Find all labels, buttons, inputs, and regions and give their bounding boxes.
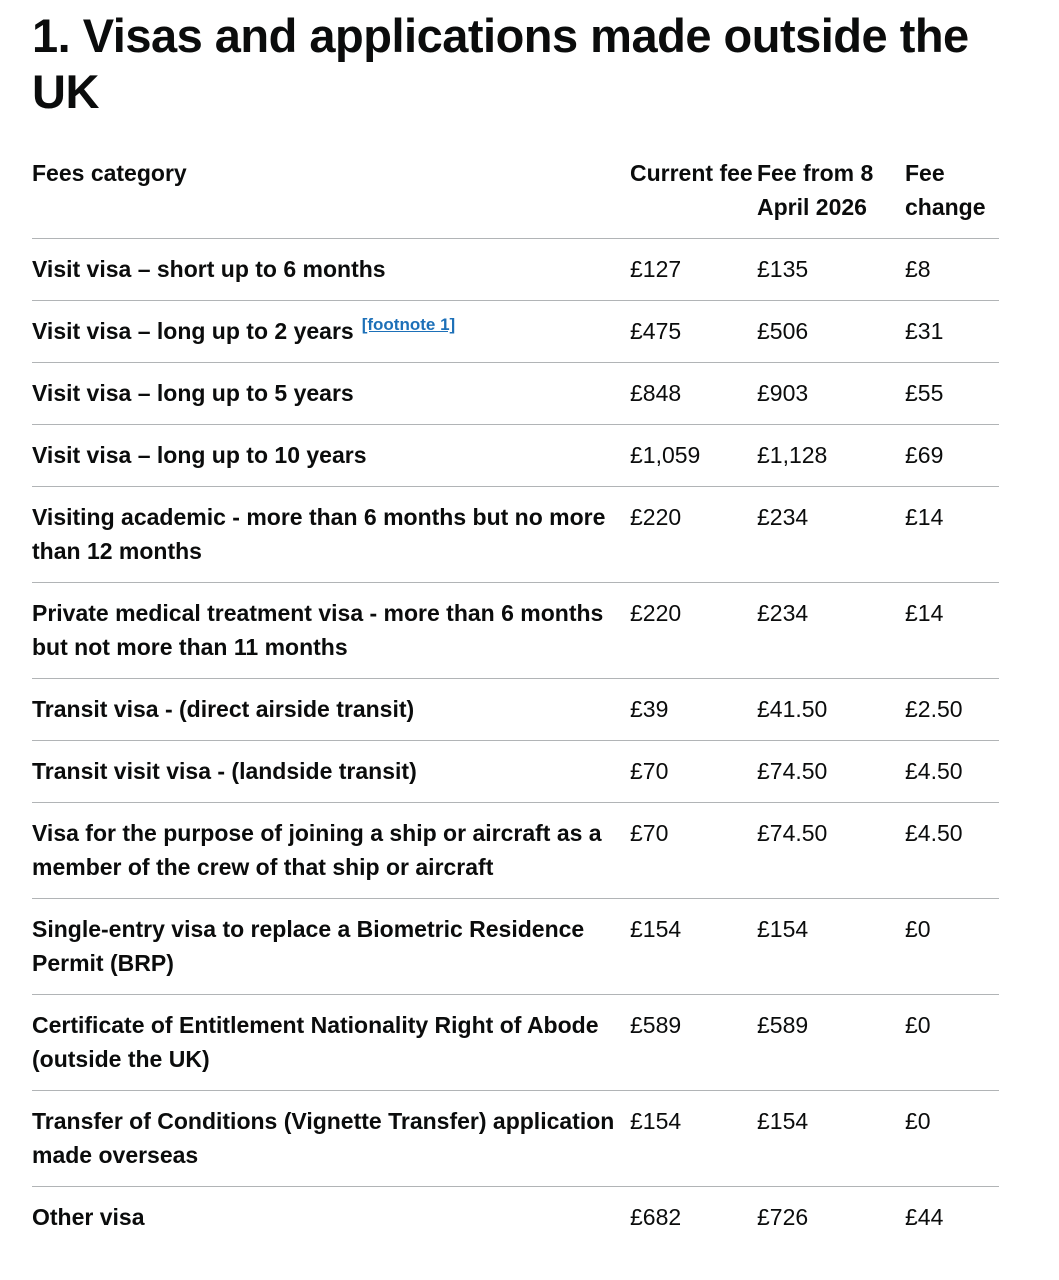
table-header-row: Fees category Current fee Fee from 8 Apr… (32, 156, 999, 239)
fee-category-cell: Single-entry visa to replace a Biometric… (32, 898, 630, 995)
current-fee: £70 (630, 802, 757, 899)
fee-category: Transfer of Conditions (Vignette Transfe… (32, 1108, 615, 1168)
fee-change: £14 (905, 582, 999, 679)
fee-category-cell: Visit visa – long up to 5 years (32, 362, 630, 425)
footnote-link[interactable]: [footnote 1] (361, 315, 456, 335)
table-row: Other visa £682 £726 £44 (32, 1187, 999, 1249)
table-row: Visiting academic - more than 6 months b… (32, 486, 999, 583)
fee-change: £14 (905, 486, 999, 583)
current-fee: £154 (630, 898, 757, 995)
table-row: Single-entry visa to replace a Biometric… (32, 898, 999, 995)
fee-category: Other visa (32, 1204, 145, 1230)
fee-category-cell: Visit visa – long up to 10 years (32, 424, 630, 487)
fee-category-cell: Certificate of Entitlement Nationality R… (32, 994, 630, 1091)
new-fee: £74.50 (757, 740, 905, 803)
fee-category: Certificate of Entitlement Nationality R… (32, 1012, 599, 1072)
fee-change: £2.50 (905, 678, 999, 741)
new-fee: £135 (757, 238, 905, 301)
new-fee: £74.50 (757, 802, 905, 899)
fee-category-cell: Private medical treatment visa - more th… (32, 582, 630, 679)
new-fee: £41.50 (757, 678, 905, 741)
table-row: Transit visit visa - (landside transit) £… (32, 740, 999, 803)
new-fee: £154 (757, 1090, 905, 1187)
current-fee: £154 (630, 1090, 757, 1187)
fees-table: Fees category Current fee Fee from 8 Apr… (32, 156, 999, 1248)
current-fee: £127 (630, 238, 757, 301)
fee-change: £0 (905, 1090, 999, 1187)
current-fee: £39 (630, 678, 757, 741)
new-fee: £1,128 (757, 424, 905, 487)
table-row: Visit visa – long up to 10 years £1,059 £1… (32, 424, 999, 487)
header-fee-change: Fee change (905, 156, 999, 239)
fee-category: Visa for the purpose of joining a ship o… (32, 820, 602, 880)
fee-category-cell: Transit visa - (direct airside transit) (32, 678, 630, 741)
fee-change: £4.50 (905, 802, 999, 899)
fee-change: £69 (905, 424, 999, 487)
new-fee: £234 (757, 582, 905, 679)
fee-category-cell: Visit visa – long up to 2 years [footnote… (32, 300, 630, 363)
new-fee: £589 (757, 994, 905, 1091)
table-row: Certificate of Entitlement Nationality R… (32, 994, 999, 1091)
current-fee: £1,059 (630, 424, 757, 487)
fee-category-cell: Visiting academic - more than 6 months b… (32, 486, 630, 583)
header-fees-category: Fees category (32, 156, 630, 239)
current-fee: £589 (630, 994, 757, 1091)
fee-change: £0 (905, 994, 999, 1091)
fee-category: Transit visit visa - (landside transit) (32, 758, 417, 784)
fee-category: Single-entry visa to replace a Biometric… (32, 916, 585, 976)
fee-category-cell: Other visa (32, 1187, 630, 1249)
current-fee: £682 (630, 1204, 682, 1230)
fee-category: Visit visa – long up to 5 years (32, 380, 354, 406)
fee-category: Visit visa – long up to 10 years (32, 442, 367, 468)
header-current-fee: Current fee (630, 156, 757, 239)
current-fee: £220 (630, 486, 757, 583)
fee-change: £4.50 (905, 740, 999, 803)
fee-category-cell: Transit visit visa - (landside transit) (32, 740, 630, 803)
fee-category: Transit visa - (direct airside transit) (32, 696, 415, 722)
table-row: Visa for the purpose of joining a ship o… (32, 802, 999, 899)
fee-change: £55 (905, 362, 999, 425)
fee-change: £0 (905, 898, 999, 995)
fee-change: £44 (905, 1204, 944, 1230)
table-row: Visit visa – long up to 2 years [footnote… (32, 300, 999, 363)
current-fee: £70 (630, 740, 757, 803)
new-fee: £726 (757, 1204, 809, 1230)
current-fee: £848 (630, 362, 757, 425)
fee-category: Visit visa – long up to 2 years (32, 318, 354, 344)
fee-category: Visit visa – short up to 6 months (32, 256, 386, 282)
current-fee: £220 (630, 582, 757, 679)
fee-change: £8 (905, 238, 999, 301)
new-fee: £506 (757, 300, 905, 363)
fee-category-cell: Visit visa – short up to 6 months (32, 238, 630, 301)
table-row: Transit visa - (direct airside transit) £… (32, 678, 999, 741)
fee-category: Private medical treatment visa - more th… (32, 600, 604, 660)
table-row: Transfer of Conditions (Vignette Transfe… (32, 1090, 999, 1187)
table-row: Visit visa – short up to 6 months £127 £13… (32, 238, 999, 301)
table-row: Private medical treatment visa - more th… (32, 582, 999, 679)
new-fee: £154 (757, 898, 905, 995)
current-fee: £475 (630, 300, 757, 363)
table-row: Visit visa – long up to 5 years £848 £903 £… (32, 362, 999, 425)
page-title: 1. Visas and applications made outside t… (32, 9, 969, 118)
fee-category-cell: Visa for the purpose of joining a ship o… (32, 802, 630, 899)
new-fee: £234 (757, 486, 905, 583)
fee-change: £31 (905, 300, 999, 363)
fee-category: Visiting academic - more than 6 months b… (32, 504, 606, 564)
header-fee-from: Fee from 8 April 2026 (757, 156, 905, 239)
new-fee: £903 (757, 362, 905, 425)
fee-category-cell: Transfer of Conditions (Vignette Transfe… (32, 1090, 630, 1187)
